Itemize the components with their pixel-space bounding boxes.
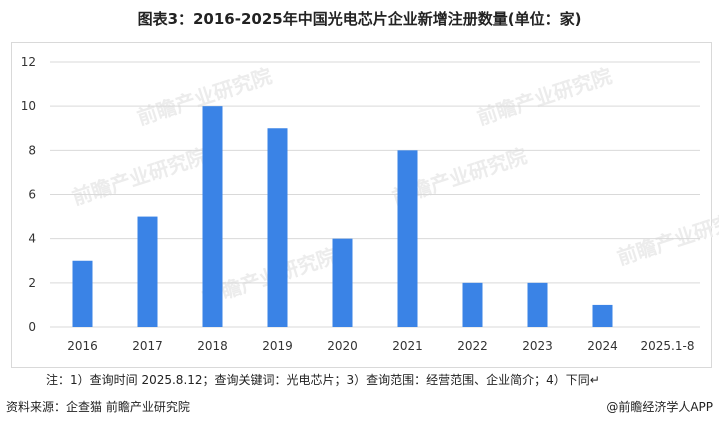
- watermark-text: 前瞻产业研究院: [69, 144, 210, 210]
- bar: [462, 282, 483, 327]
- x-tick-label: 2019: [262, 339, 293, 353]
- y-tick-label: 12: [21, 55, 36, 69]
- gridlines: [50, 61, 700, 328]
- source-text: 资料来源：企查猫 前瞻产业研究院: [6, 400, 190, 414]
- x-tick-label: 2017: [132, 339, 163, 353]
- y-tick-label: 4: [28, 232, 36, 246]
- footnote: 注：1）查询时间 2025.8.12；查询关键词：光电芯片；3）查询范围：经营范…: [46, 373, 600, 387]
- y-tick-label: 2: [28, 276, 36, 290]
- bar: [267, 128, 288, 327]
- chart-frame: [11, 42, 712, 368]
- bar: [592, 304, 613, 327]
- watermark-text: 前瞻产业研究院: [474, 64, 615, 130]
- y-tick-label: 0: [28, 320, 36, 334]
- x-tick-label: 2018: [197, 339, 228, 353]
- x-tick-label: 2024: [587, 339, 618, 353]
- y-axis-ticks: 0 2 4 6 8 10 12: [21, 55, 36, 334]
- watermark-text: 前瞻产业研究院: [614, 204, 719, 270]
- x-axis-ticks: 2016 2017 2018 2019 2020 2021 2022 2023 2024 2025…: [67, 339, 694, 353]
- bar: [527, 282, 548, 327]
- y-tick-label: 10: [21, 99, 36, 113]
- y-tick-label: 6: [28, 188, 36, 202]
- bar: [202, 106, 223, 328]
- bar: [72, 260, 93, 327]
- x-tick-label: 2016: [67, 339, 98, 353]
- bar: [137, 216, 158, 327]
- chart-title: 图表3：2016-2025年中国光电芯片企业新增注册数量(单位：家): [137, 10, 582, 28]
- y-tick-label: 8: [28, 143, 36, 157]
- bar: [332, 238, 353, 327]
- x-tick-label: 2025.1-8: [641, 339, 695, 353]
- watermark-layer: 前瞻产业研究院前瞻产业研究院前瞻产业研究院前瞻产业研究院前瞻产业研究院前瞻产业研…: [69, 64, 719, 310]
- bar: [397, 150, 418, 327]
- brand-text: @前瞻经济学人APP: [606, 400, 713, 414]
- x-tick-label: 2021: [392, 339, 423, 353]
- x-tick-label: 2023: [522, 339, 553, 353]
- x-tick-label: 2022: [457, 339, 488, 353]
- x-tick-label: 2020: [327, 339, 358, 353]
- bars: [72, 106, 613, 328]
